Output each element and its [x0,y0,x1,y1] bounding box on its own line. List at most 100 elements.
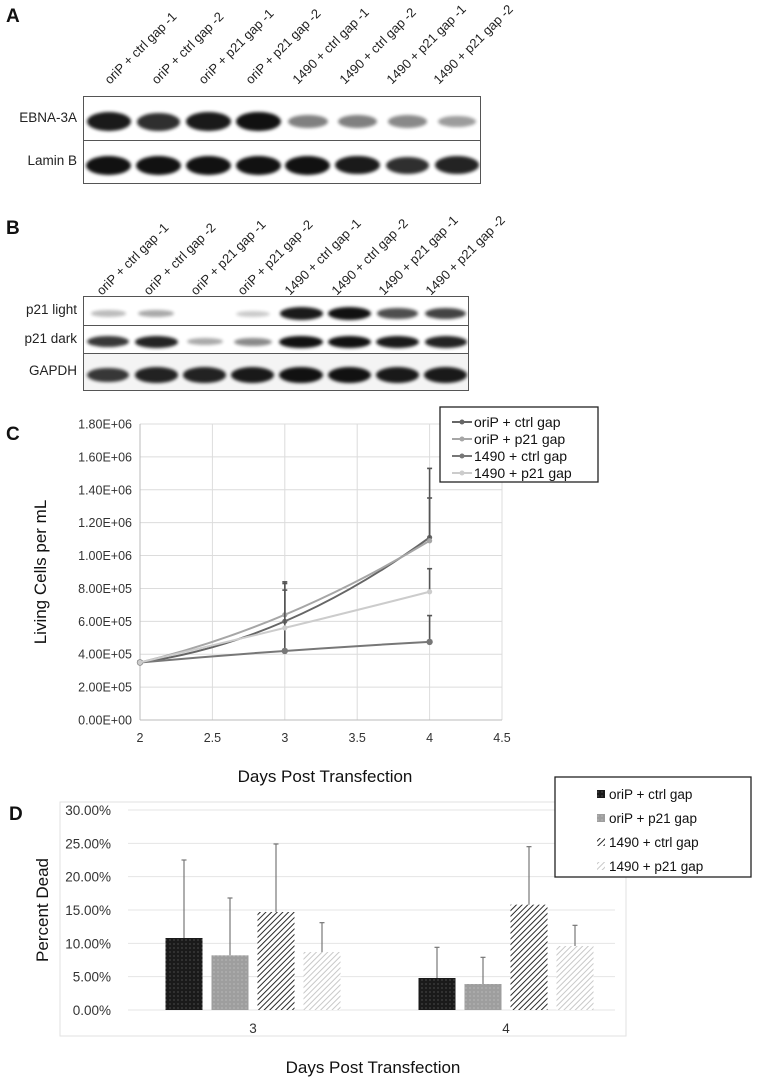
bar [211,955,249,1010]
blot-band [337,115,378,129]
y-tick-label: 30.00% [65,803,111,818]
blot-strip [83,296,469,326]
y-tick-label: 0.00% [73,1003,111,1018]
x-tick-label: 3 [249,1021,257,1036]
legend-marker [459,470,465,476]
blot-band [183,367,226,383]
x-tick-label: 4 [426,731,433,745]
blot-band [279,335,323,349]
blot-band [235,155,281,175]
legend-marker [459,436,465,442]
blot-band [376,366,420,383]
lane-label: 1490 + p21 gap -1 [375,212,461,298]
blot-band [327,307,372,320]
blot-band [136,112,181,131]
blot-band [387,115,427,129]
y-axis-title: Living Cells per mL [31,500,50,645]
blot-row-label: Lamin B [27,153,77,168]
data-point [427,589,433,595]
lane-label: 1490 + p21 gap -2 [430,1,516,88]
legend-swatch [597,838,605,846]
blot-band [438,116,477,128]
legend-box [439,406,599,483]
y-tick-label: 4.00E+05 [78,648,132,662]
y-tick-label: 1.60E+06 [78,450,132,464]
line-chart-living-cells: 0.00E+00 2.00E+05 4.00E+05 6.00E+05 8.00E+05… [31,406,599,786]
legend-label: oriP + ctrl gap [474,414,561,430]
blot-band [385,156,429,174]
blot-band [136,155,181,175]
y-tick-label: 2.00E+05 [78,681,132,695]
blot-strip [83,353,469,391]
bar [257,912,295,1010]
x-tick-label: 2.5 [204,731,221,745]
legend-swatch [597,814,605,822]
legend-swatch [597,790,605,798]
blot-band [425,307,467,319]
blot-band [87,336,129,348]
blot-band [435,156,479,175]
y-tick-label: 8.00E+05 [78,582,132,596]
bar [464,984,502,1010]
legend-label: oriP + p21 gap [474,431,565,447]
y-tick-label: 25.00% [65,836,111,851]
data-point [427,538,433,544]
blot-band [234,337,272,346]
legend-marker [459,419,465,425]
blot-band [288,115,328,129]
blot-band [279,307,323,320]
x-axis-title: Days Post Transfection [286,1058,461,1077]
blot-band [186,338,223,346]
blot-strip [83,140,481,184]
y-tick-label: 15.00% [65,903,111,918]
panel-letter-c: C [6,424,20,445]
bar [418,978,456,1010]
bar-chart-percent-dead: 0.00% 5.00% 10.00% 15.00% 20.00% 25.00% 30.00%… [33,776,752,1077]
bar [303,952,341,1010]
blot-row-label: EBNA-3A [19,109,77,125]
blot-band [86,112,131,132]
data-point [282,625,288,631]
x-tick-label: 4 [502,1021,510,1036]
legend-marker [459,453,465,459]
legend-box [554,776,752,878]
blot-band [135,336,178,348]
blot-strip [83,96,481,141]
legend: oriP + ctrl gap oriP + p21 gap 1490 + ctrl… [554,776,752,878]
legend-label: oriP + p21 gap [609,811,697,826]
legend-label: 1490 + ctrl gap [609,835,699,850]
x-tick-label: 3.5 [349,731,366,745]
bar [510,904,548,1010]
lane-label: 1490 + p21 gap -2 [422,212,508,298]
panel-letter-a: A [6,6,20,27]
panel-letter-b: B [6,218,20,239]
blot-band [327,335,372,349]
blot-band [138,309,175,318]
blot-band [424,336,468,348]
blot-band [327,366,372,384]
blot-band [376,335,420,348]
y-tick-label: 0.00E+00 [78,714,132,728]
x-axis-title: Days Post Transfection [238,767,413,786]
data-point [281,647,288,655]
y-tick-label: 6.00E+05 [78,615,132,629]
chart-frame [59,801,627,1037]
legend-label: 1490 + p21 gap [609,859,703,874]
blot-band [87,367,129,383]
blot-row-label: p21 light [25,302,77,317]
y-tick-label: 1.20E+06 [78,516,132,530]
x-tick-label: 4.5 [493,731,510,745]
blot-band [235,112,281,132]
x-tick-label: 3 [281,731,288,745]
y-tick-label: 5.00% [73,970,111,985]
blot-band [231,366,275,383]
blot-row-label: GAPDH [28,363,77,378]
bar [556,946,594,1010]
blot-band [186,112,231,132]
y-tick-label: 1.80E+06 [78,418,132,432]
legend-label: oriP + ctrl gap [609,787,692,802]
y-tick-label: 10.00% [65,936,111,951]
blot-band [424,366,468,383]
legend-label: 1490 + ctrl gap [474,448,567,464]
